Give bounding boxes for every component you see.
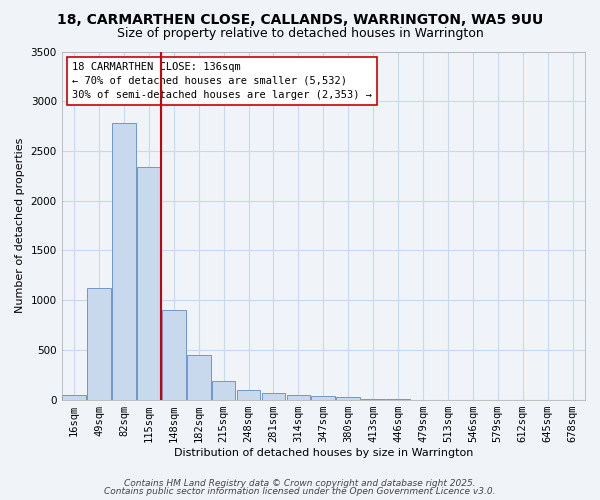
- Bar: [187, 355, 211, 400]
- Bar: [311, 396, 335, 400]
- Bar: [137, 167, 161, 400]
- Bar: [237, 390, 260, 400]
- Bar: [87, 288, 111, 400]
- Y-axis label: Number of detached properties: Number of detached properties: [15, 138, 25, 313]
- Text: Contains HM Land Registry data © Crown copyright and database right 2025.: Contains HM Land Registry data © Crown c…: [124, 478, 476, 488]
- Bar: [212, 381, 235, 400]
- Text: 18, CARMARTHEN CLOSE, CALLANDS, WARRINGTON, WA5 9UU: 18, CARMARTHEN CLOSE, CALLANDS, WARRINGT…: [57, 12, 543, 26]
- Bar: [112, 123, 136, 400]
- Bar: [162, 310, 185, 400]
- Text: Size of property relative to detached houses in Warrington: Size of property relative to detached ho…: [116, 28, 484, 40]
- Bar: [287, 394, 310, 400]
- Text: 18 CARMARTHEN CLOSE: 136sqm
← 70% of detached houses are smaller (5,532)
30% of : 18 CARMARTHEN CLOSE: 136sqm ← 70% of det…: [72, 62, 372, 100]
- Bar: [337, 397, 360, 400]
- Bar: [262, 392, 286, 400]
- X-axis label: Distribution of detached houses by size in Warrington: Distribution of detached houses by size …: [173, 448, 473, 458]
- Bar: [62, 394, 86, 400]
- Text: Contains public sector information licensed under the Open Government Licence v3: Contains public sector information licen…: [104, 487, 496, 496]
